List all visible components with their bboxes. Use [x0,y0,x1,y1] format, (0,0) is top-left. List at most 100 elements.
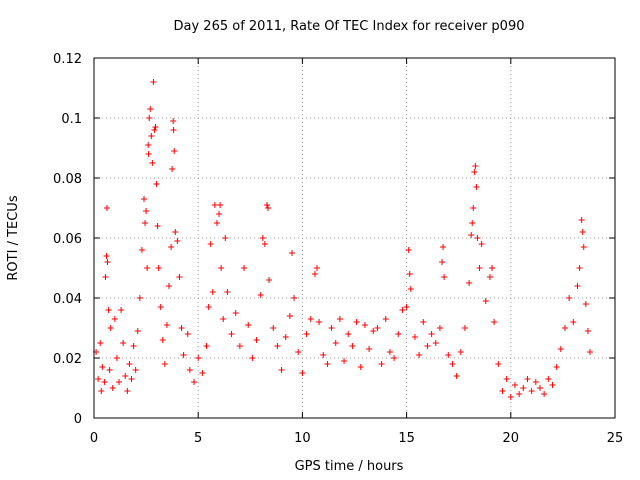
data-point [405,247,412,253]
data-point [307,316,314,322]
data-point [428,331,435,337]
data-point [549,382,556,388]
data-point [103,205,110,211]
data-point [203,343,210,349]
data-point [191,379,198,385]
data-point [126,361,133,367]
data-point [378,361,385,367]
data-point [584,328,591,334]
data-point [436,325,443,331]
data-point [511,382,518,388]
y-tick-label: 0.08 [53,172,82,187]
data-point [163,322,170,328]
data-point [218,265,225,271]
data-point [353,319,360,325]
chart-title: Day 265 of 2011, Rate Of TEC Index for r… [174,19,525,34]
data-point [420,319,427,325]
data-point [236,343,243,349]
data-point [336,316,343,322]
y-tick-label: 0.04 [53,292,82,307]
data-point [168,244,175,250]
y-tick-label: 0 [74,412,82,427]
data-point [151,127,158,133]
data-point [105,307,112,313]
data-point [440,244,447,250]
data-point [241,265,248,271]
data-point [286,313,293,319]
data-point [211,202,218,208]
data-point [124,388,131,394]
data-point [180,352,187,358]
data-point [311,271,318,277]
data-point [382,316,389,322]
data-point [266,277,273,283]
x-axis-title: GPS time / hours [295,459,404,474]
data-point [399,307,406,313]
x-tick-label: 10 [294,431,311,446]
data-point [174,238,181,244]
data-point [366,346,373,352]
data-point [98,388,105,394]
data-point [291,295,298,301]
data-point [205,304,212,310]
data-point [295,349,302,355]
data-point [146,115,153,121]
data-point [170,127,177,133]
data-point [324,361,331,367]
data-point [557,346,564,352]
x-tick-label: 25 [607,431,624,446]
data-point [586,349,593,355]
data-point [361,322,368,328]
data-point [507,394,514,400]
data-point [407,286,414,292]
data-point [499,388,506,394]
data-point [265,205,272,211]
data-point [176,274,183,280]
data-point [520,385,527,391]
data-point [472,163,479,169]
data-point [145,142,152,148]
data-point [263,202,270,208]
data-point [128,376,135,382]
grid-lines [94,58,615,418]
data-point [106,367,113,373]
data-point [503,376,510,382]
data-point [144,265,151,271]
y-tick-label: 0.06 [53,232,82,247]
data-point [111,316,118,322]
data-point [152,124,159,130]
data-point [303,331,310,337]
data-point [103,253,110,259]
data-point [116,379,123,385]
data-point [199,370,206,376]
data-point [95,376,102,382]
data-point [170,118,177,124]
data-point [154,223,161,229]
data-point [582,301,589,307]
data-point [172,229,179,235]
data-point [249,355,256,361]
data-point [536,385,543,391]
data-point [213,220,220,226]
data-point [489,265,496,271]
data-point [441,274,448,280]
data-point [461,325,468,331]
x-tick-label: 20 [503,431,520,446]
data-point [491,319,498,325]
data-point [345,331,352,337]
data-point [313,265,320,271]
data-point [97,340,104,346]
data-point [270,325,277,331]
data-point [439,259,446,265]
data-point [411,334,418,340]
data-point [566,295,573,301]
data-point [579,229,586,235]
data-point [478,241,485,247]
data-point [357,364,364,370]
data-point [482,298,489,304]
data-point [150,79,157,85]
data-point [374,325,381,331]
data-point [320,352,327,358]
data-point [120,340,127,346]
data-point [149,160,156,166]
